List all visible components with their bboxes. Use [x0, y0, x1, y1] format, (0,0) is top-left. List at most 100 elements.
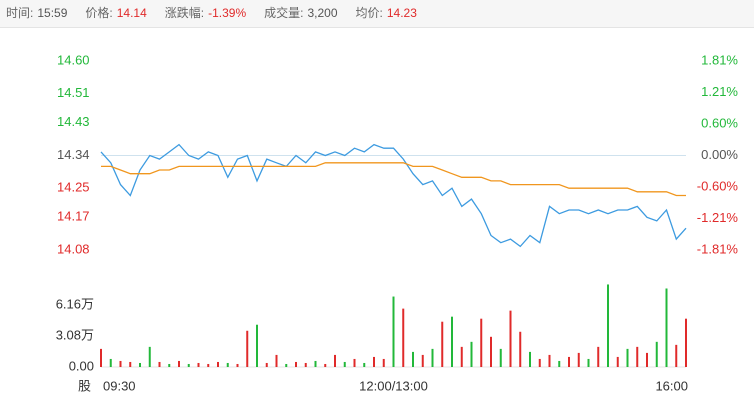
info-label: 均价:	[355, 6, 383, 20]
volume-bar	[636, 346, 639, 367]
info-value: 15:59	[37, 6, 68, 20]
volume-bar	[529, 351, 531, 367]
volume-bar	[655, 341, 658, 367]
x-tick-label: 09:30	[103, 378, 136, 393]
volume-bar	[607, 284, 609, 367]
volume-bar	[558, 360, 561, 367]
volume-bar	[304, 362, 307, 367]
y-tick-label: 14.25	[57, 180, 90, 195]
volume-bar	[226, 362, 229, 367]
volume-bar	[275, 354, 278, 367]
volume-bar	[626, 348, 629, 367]
volume-bar	[646, 352, 648, 367]
info-value: 3,200	[307, 6, 338, 20]
y2-tick-label: 0.60%	[701, 116, 738, 131]
volume-bar	[441, 321, 444, 367]
y-tick-label: 3.08万	[56, 327, 94, 342]
volume-bar	[460, 346, 463, 367]
volume-bar	[685, 318, 687, 367]
volume-bar	[265, 362, 268, 367]
volume-bar	[109, 358, 112, 367]
volume-bar	[119, 360, 122, 367]
info-bar: 时间: 15:59 价格: 14.14 涨跌幅: -1.39% 成交量: 3,200 均价: 14…	[0, 0, 754, 28]
x-tick-label: 12:00/13:00	[359, 378, 428, 393]
x-axis-label: 股	[78, 378, 91, 393]
y-tick-label: 14.34	[57, 147, 90, 162]
volume-bar	[538, 358, 541, 367]
volume-bar	[236, 363, 239, 367]
volume-bar	[587, 358, 590, 367]
volume-bar	[675, 344, 678, 367]
volume-bar	[148, 346, 151, 367]
volume-bar	[480, 318, 483, 367]
y2-tick-label: -0.60%	[697, 178, 739, 193]
volume-bar	[343, 361, 346, 367]
volume-bar	[324, 363, 327, 367]
volume-bar	[100, 348, 102, 367]
volume-bar	[178, 360, 180, 367]
info-item: 时间: 15:59	[6, 6, 67, 20]
volume-bar	[470, 341, 473, 367]
x-tick-label: 16:00	[655, 378, 688, 393]
info-item: 价格: 14.14	[85, 6, 146, 20]
volume-bar	[363, 362, 366, 367]
volume-bar	[568, 356, 570, 367]
y-tick-label: 14.43	[57, 114, 90, 129]
volume-bar	[597, 346, 600, 367]
volume-bar	[334, 354, 336, 367]
volume-bar	[314, 360, 317, 367]
volume-bar	[382, 358, 385, 367]
y-tick-label: 14.17	[57, 209, 90, 224]
info-item: 成交量: 3,200	[264, 6, 337, 20]
y-tick-label: 0.00	[69, 358, 94, 373]
y2-tick-label: -1.21%	[697, 210, 739, 225]
volume-bar	[577, 352, 580, 367]
volume-bar	[158, 361, 161, 367]
volume-bar	[373, 356, 375, 367]
y-tick-label: 6.16万	[56, 296, 94, 311]
volume-bar	[285, 363, 288, 367]
volume-bar	[490, 336, 492, 367]
volume-bar	[187, 363, 190, 367]
info-label: 成交量:	[264, 6, 304, 20]
volume-bar	[616, 356, 619, 367]
volume-bar	[246, 330, 249, 367]
volume-bar	[168, 363, 171, 367]
info-value: 14.23	[386, 6, 417, 20]
volume-bar	[217, 361, 219, 367]
volume-bar	[421, 354, 424, 367]
y-tick-label: 14.08	[57, 241, 90, 256]
volume-bar	[519, 331, 522, 367]
price-line	[100, 143, 687, 248]
y-tick-label: 14.60	[57, 52, 90, 67]
info-item: 均价: 14.23	[356, 6, 417, 20]
volume-bar	[509, 310, 512, 367]
volume-bar	[129, 361, 132, 367]
volume-bar	[412, 351, 414, 367]
info-label: 价格:	[85, 6, 113, 20]
volume-bar	[295, 361, 297, 367]
y2-tick-label: 1.21%	[701, 84, 738, 99]
y-tick-label: 14.51	[57, 85, 90, 100]
info-value: 14.14	[116, 6, 147, 20]
info-value: -1.39%	[208, 6, 247, 20]
y2-tick-label: 1.81%	[701, 52, 738, 67]
info-label: 涨跌幅:	[164, 6, 205, 20]
volume-bar	[197, 362, 200, 367]
volume-bar	[353, 358, 356, 367]
y2-tick-label: 0.00%	[701, 147, 738, 162]
volume-bar	[451, 316, 453, 367]
volume-bar	[256, 324, 258, 367]
y2-tick-label: -1.81%	[697, 241, 739, 256]
volume-bar	[402, 308, 405, 367]
volume-bar	[431, 348, 434, 367]
price-line	[101, 162, 686, 197]
volume-bar	[207, 363, 210, 367]
volume-bar	[392, 296, 395, 367]
info-label: 时间:	[6, 6, 34, 20]
volume-bar	[665, 288, 668, 367]
volume-bar	[499, 348, 502, 367]
volume-bar	[139, 362, 141, 367]
